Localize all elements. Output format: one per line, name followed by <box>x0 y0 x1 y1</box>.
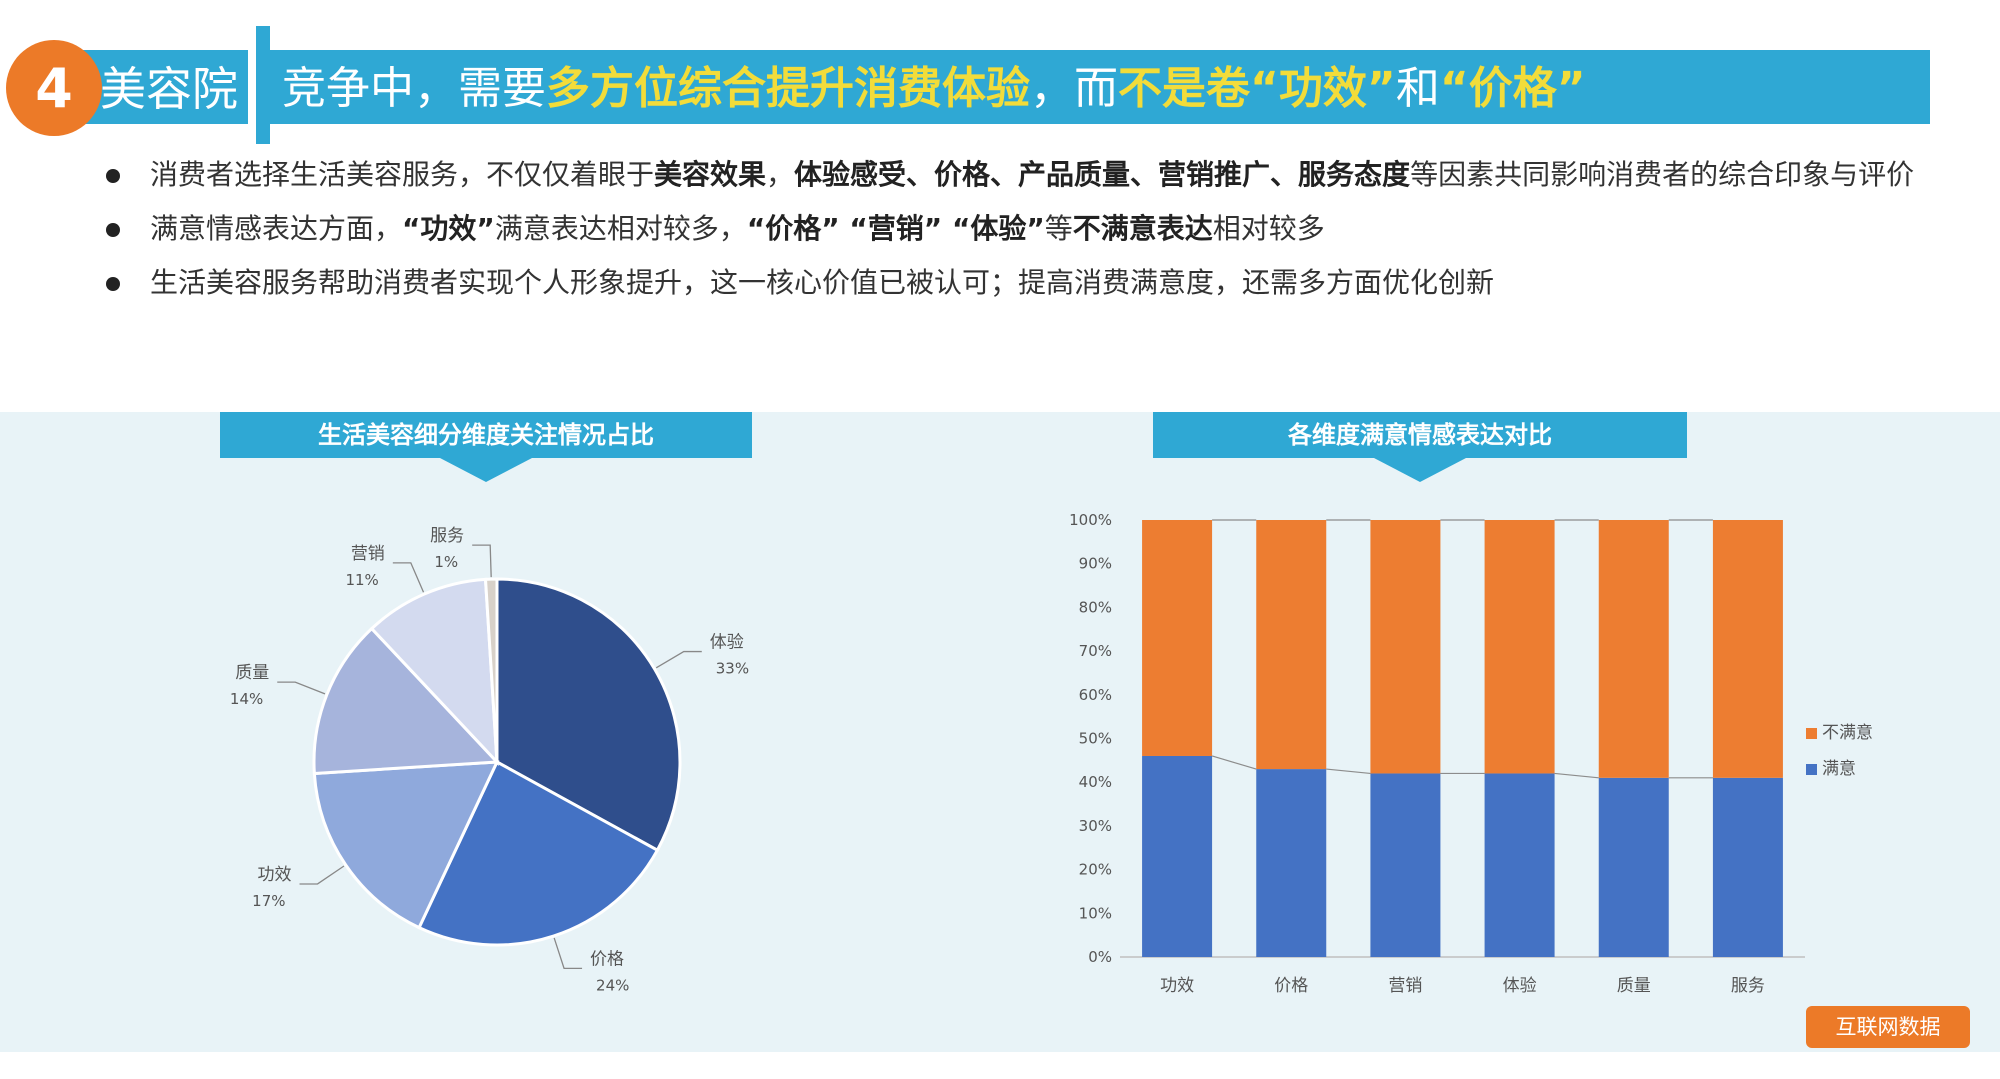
bar-segment-satisfied <box>1598 777 1669 957</box>
header-bar <box>60 50 1930 124</box>
bar-segment-unsatisfied <box>1256 520 1327 770</box>
pie-slice-percent: 24% <box>596 976 629 994</box>
y-tick-label: 20% <box>1079 861 1112 879</box>
bullet-bold-text: “功效” <box>402 212 495 245</box>
bar-title-arrow <box>1374 458 1466 482</box>
pie-slice-percent: 11% <box>345 571 378 589</box>
pie-slice-1 <box>495 577 682 853</box>
series-connector <box>1554 772 1599 779</box>
pie-leader-line <box>299 865 345 885</box>
pie-slice-label: 价格 <box>590 949 624 969</box>
headline-text: ，而 <box>1030 63 1118 114</box>
bullet-item: 消费者选择生活美容服务，不仅仅着眼于美容效果，体验感受、价格、产品质量、营销推广… <box>100 148 1920 202</box>
legend-label: 不满意 <box>1822 723 1873 743</box>
pie-leader-line <box>553 937 583 970</box>
bullet-text: 等因素共同影响消费者的综合印象与评价 <box>1410 158 1915 191</box>
series-connector <box>1211 755 1257 770</box>
pie-slice-label: 服务 <box>430 526 464 546</box>
pie-slice-3 <box>312 760 500 930</box>
bullet-bold-text: 不满意表达 <box>1072 212 1213 245</box>
bar-segment-unsatisfied <box>1370 520 1441 774</box>
y-tick-label: 10% <box>1079 904 1112 922</box>
x-tick-label: 服务 <box>1731 976 1765 996</box>
pie-slice-4 <box>312 626 501 776</box>
pie-slice-5 <box>369 577 499 767</box>
headline-text: 和 <box>1395 63 1440 114</box>
pie-leader-line <box>277 681 326 695</box>
pie-slice-label: 营销 <box>351 544 385 564</box>
y-tick-label: 50% <box>1079 730 1112 748</box>
bar-segment-unsatisfied <box>1712 520 1783 778</box>
bullet-list: 消费者选择生活美容服务，不仅仅着眼于美容效果，体验感受、价格、产品质量、营销推广… <box>100 148 1920 310</box>
pie-chart: 体验 33% 价格 24% 功效 17% 质量 14% 营销 11% 服务 1% <box>230 526 749 994</box>
y-tick-label: 0% <box>1088 948 1112 966</box>
x-tick-label: 营销 <box>1388 976 1422 996</box>
y-tick-label: 100% <box>1069 511 1112 529</box>
x-tick-label: 体验 <box>1503 976 1537 996</box>
bullet-text: 相对较多 <box>1212 212 1325 245</box>
bar-segment-satisfied <box>1142 755 1213 957</box>
header-divider <box>248 26 256 144</box>
stacked-bar-chart: 0% 10% 20% 30% 40% 50% 60% 70% 80% 90% 100% 功效 价格 营销 体… <box>1069 511 1873 996</box>
pie-leader-line <box>392 562 425 593</box>
slide-header: 4 美容院 竞争中，需要多方位综合提升消费体验，而不是卷“功效”和“价格” <box>0 0 2000 150</box>
pie-slice-percent: 1% <box>434 553 458 571</box>
bullet-item: 满意情感表达方面，“功效”满意表达相对较多，“价格” “营销” “体验”等不满意… <box>100 202 1920 256</box>
section-number-badge: 4 <box>6 40 102 136</box>
pie-slice-percent: 33% <box>716 660 749 678</box>
source-button[interactable]: 互联网数据 <box>1806 1006 1970 1048</box>
bar-segment-unsatisfied <box>1142 520 1213 756</box>
y-tick-label: 30% <box>1079 817 1112 835</box>
bar-segment-satisfied <box>1484 773 1555 957</box>
x-tick-label: 质量 <box>1617 976 1651 996</box>
bar-segment-satisfied <box>1370 773 1441 957</box>
headline-highlight: “价格” <box>1439 63 1586 114</box>
headline-text: 竞争中，需要 <box>282 63 546 114</box>
bullet-bold-text: 体验感受、价格、产品质量、营销推广、服务态度 <box>794 158 1411 191</box>
bullet-text: 满意表达相对较多， <box>494 212 747 245</box>
bullet-item: 生活美容服务帮助消费者实现个人形象提升，这一核心价值已被认可；提高消费满意度，还… <box>100 256 1920 310</box>
bullet-text: ， <box>766 158 795 191</box>
bar-segment-unsatisfied <box>1484 520 1555 774</box>
bar-chart-title: 各维度满意情感表达对比 <box>1153 412 1687 458</box>
x-tick-label: 功效 <box>1160 976 1194 996</box>
pie-slice-6 <box>483 577 499 763</box>
pie-chart-title: 生活美容细分维度关注情况占比 <box>220 412 752 458</box>
pie-title-arrow <box>440 458 532 482</box>
bar-segment-unsatisfied <box>1598 520 1669 778</box>
bullet-text: 等 <box>1044 212 1073 245</box>
pie-slice-percent: 14% <box>230 690 263 708</box>
y-tick-label: 40% <box>1079 773 1112 791</box>
legend-label: 满意 <box>1822 759 1856 779</box>
series-connector <box>1326 768 1371 775</box>
pie-leader-line <box>472 544 492 578</box>
x-tick-label: 价格 <box>1274 976 1308 996</box>
pie-leader-line <box>655 650 702 669</box>
pie-slice-label: 体验 <box>710 633 744 653</box>
y-tick-label: 70% <box>1079 642 1112 660</box>
legend-swatch <box>1806 728 1817 739</box>
section-name: 美容院 <box>100 62 238 116</box>
slide-headline: 竞争中，需要多方位综合提升消费体验，而不是卷“功效”和“价格” <box>282 54 1586 124</box>
headline-highlight: 不是卷“功效” <box>1118 63 1396 114</box>
bullet-text: 消费者选择生活美容服务，不仅仅着眼于 <box>150 158 655 191</box>
pie-slice-2 <box>417 759 660 947</box>
pie-slice-percent: 17% <box>252 892 285 910</box>
bar-segment-satisfied <box>1256 769 1327 957</box>
bullet-text: 满意情感表达方面， <box>150 212 403 245</box>
bullet-text: 生活美容服务帮助消费者实现个人形象提升，这一核心价值已被认可；提高消费满意度，还… <box>150 266 1495 299</box>
section-number: 4 <box>35 56 73 120</box>
pie-slice-label: 质量 <box>235 663 269 683</box>
y-tick-label: 60% <box>1079 686 1112 704</box>
y-tick-label: 80% <box>1079 598 1112 616</box>
bar-segment-satisfied <box>1712 777 1783 957</box>
pie-slice-label: 功效 <box>258 865 292 885</box>
bullet-bold-text: “价格” “营销” “体验” <box>746 212 1045 245</box>
y-tick-label: 90% <box>1079 555 1112 573</box>
header-divider-accent <box>256 26 270 144</box>
legend-swatch <box>1806 764 1817 775</box>
headline-highlight: 多方位综合提升消费体验 <box>546 63 1030 114</box>
bullet-bold-text: 美容效果 <box>654 158 767 191</box>
